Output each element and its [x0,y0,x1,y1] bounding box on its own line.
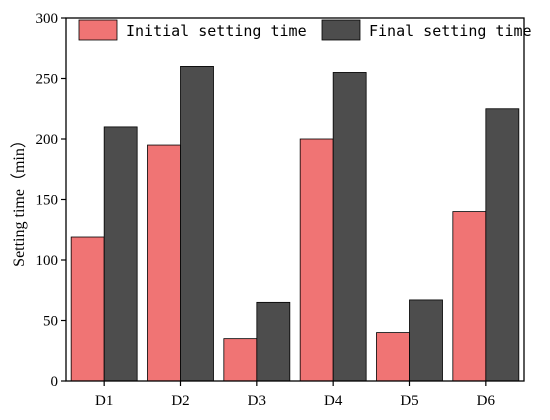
bar-final-d5 [409,299,443,382]
y-tick-label: 0 [51,374,59,390]
legend-swatch-initial [78,19,118,41]
y-axis-title: Setting time（min） [10,132,28,267]
bar-initial-d5 [376,332,410,382]
x-tick-label: D1 [95,393,113,409]
x-tick-label: D3 [248,393,266,409]
y-axis-ticks: 0 50 100 150 200 250 300 [36,11,66,390]
bar-final-d1 [103,126,138,382]
bars-group [70,66,520,382]
legend-swatch-final [321,19,361,41]
y-tick-label: 300 [36,11,59,27]
legend: Initial setting time Final setting time [78,19,532,41]
x-tick-label: D4 [324,393,343,409]
y-tick-label: 100 [36,253,59,269]
bar-initial-d1 [70,236,105,382]
legend-label-initial: Initial setting time [126,22,307,40]
bar-initial-d3 [223,338,258,382]
legend-label-final: Final setting time [369,22,532,40]
bar-initial-d4 [299,138,334,382]
y-tick-label: 50 [43,314,58,330]
y-tick-label: 250 [36,72,59,88]
y-tick-label: 200 [36,132,59,148]
plot-frame [65,17,525,382]
x-axis-ticks: D1 D2 D3 D4 D5 D6 [95,381,495,409]
x-tick-label: D2 [171,393,189,409]
bar-final-d4 [332,72,367,382]
bar-initial-d6 [452,211,487,382]
bar-initial-d2 [147,144,181,382]
y-tick-label: 150 [36,193,59,209]
bar-final-d2 [180,66,214,382]
bar-final-d3 [256,301,291,382]
x-tick-label: D6 [477,393,496,409]
bar-final-d6 [485,108,520,382]
x-tick-label: D5 [400,393,418,409]
